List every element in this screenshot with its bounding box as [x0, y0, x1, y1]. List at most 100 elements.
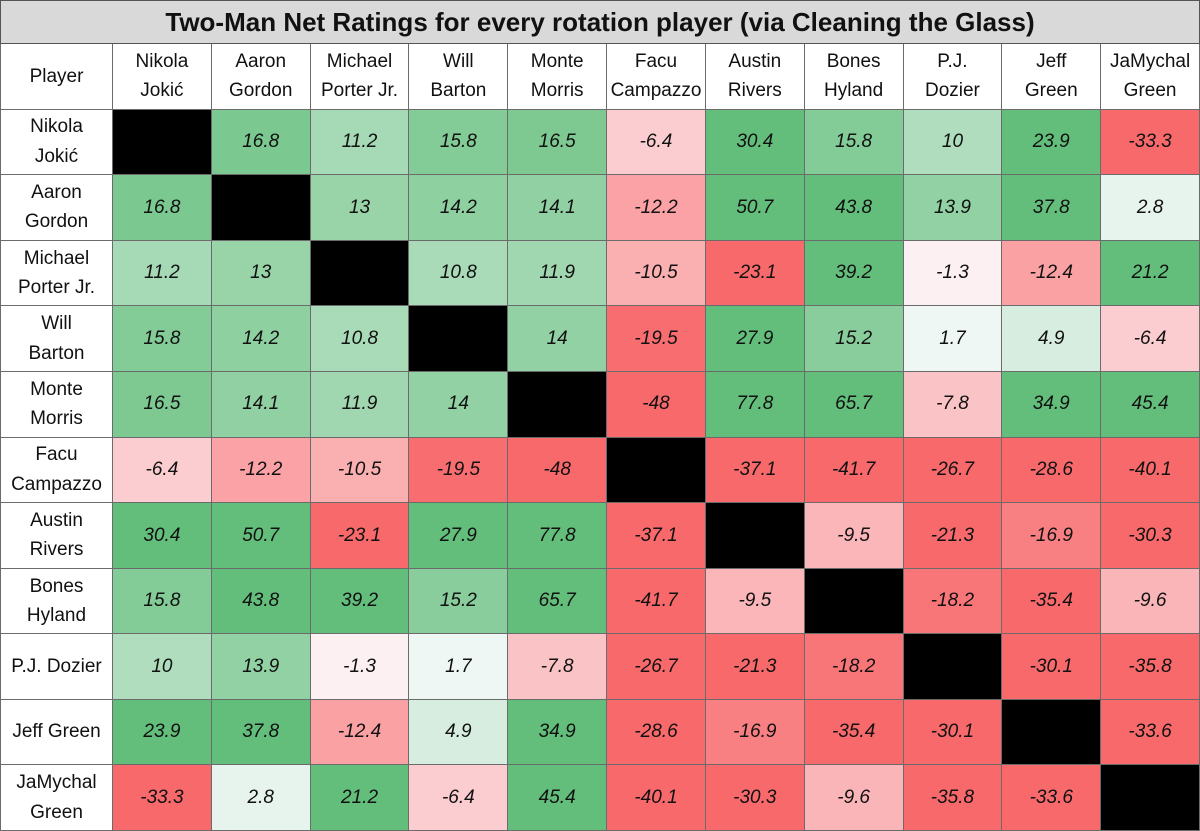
value-cell: -9.6 [804, 765, 904, 831]
value-cell: 21.2 [1101, 240, 1200, 307]
value-cell: 11.2 [113, 240, 212, 307]
value-cell: 4.9 [1002, 306, 1102, 372]
value-cell: -6.4 [607, 109, 706, 176]
value-cell: 16.8 [211, 109, 311, 176]
value-cell: -10.5 [607, 240, 706, 307]
column-header: P.J. Dozier [903, 44, 1003, 110]
value-cell: 13.9 [211, 634, 311, 700]
value-cell: -40.1 [607, 765, 706, 831]
value-cell: -21.3 [903, 503, 1003, 569]
value-cell: -9.6 [1101, 568, 1200, 635]
value-cell: 15.2 [804, 306, 904, 372]
value-cell: 43.8 [804, 175, 904, 241]
row-header: P.J. Dozier [0, 634, 113, 700]
value-cell: 30.4 [705, 109, 805, 176]
value-cell: 34.9 [1002, 371, 1102, 438]
row-header: Austin Rivers [0, 503, 113, 569]
column-header: Will Barton [409, 44, 509, 110]
diagonal-cell [705, 503, 805, 569]
value-cell: -28.6 [1002, 437, 1102, 504]
value-cell: -1.3 [903, 240, 1003, 307]
row-header: Will Barton [0, 306, 113, 372]
value-cell: -7.8 [903, 371, 1003, 438]
value-cell: -7.8 [508, 634, 608, 700]
diagonal-cell [113, 109, 212, 176]
heatmap-grid: Player Nikola Jokić Aaron Gordon Michael Po… [0, 44, 1200, 831]
value-cell: -30.3 [1101, 503, 1200, 569]
value-cell: -41.7 [804, 437, 904, 504]
value-cell: -23.1 [310, 503, 410, 569]
diagonal-cell [804, 568, 904, 635]
value-cell: 2.8 [1101, 175, 1200, 241]
value-cell: 50.7 [211, 503, 311, 569]
value-cell: -35.4 [804, 699, 904, 766]
diagonal-cell [508, 371, 608, 438]
value-cell: -9.5 [804, 503, 904, 569]
row-header: Monte Morris [0, 371, 113, 438]
value-cell: 10.8 [310, 306, 410, 372]
value-cell: 14.1 [508, 175, 608, 241]
row-header: Bones Hyland [0, 568, 113, 635]
value-cell: 14 [508, 306, 608, 372]
value-cell: -30.1 [1002, 634, 1102, 700]
row-header: Aaron Gordon [0, 175, 113, 241]
value-cell: 14.1 [211, 371, 311, 438]
value-cell: 13 [310, 175, 410, 241]
value-cell: -37.1 [607, 503, 706, 569]
value-cell: -12.2 [607, 175, 706, 241]
value-cell: -33.6 [1002, 765, 1102, 831]
value-cell: -48 [607, 371, 706, 438]
value-cell: 11.9 [310, 371, 410, 438]
diagonal-cell [607, 437, 706, 504]
column-header: JaMychal Green [1101, 44, 1200, 110]
column-header: Facu Campazzo [607, 44, 706, 110]
value-cell: -19.5 [409, 437, 509, 504]
value-cell: 15.8 [804, 109, 904, 176]
diagonal-cell [211, 175, 311, 241]
value-cell: 15.2 [409, 568, 509, 635]
value-cell: 45.4 [508, 765, 608, 831]
value-cell: 14 [409, 371, 509, 438]
value-cell: -40.1 [1101, 437, 1200, 504]
column-header: Aaron Gordon [211, 44, 311, 110]
column-header: Michael Porter Jr. [310, 44, 410, 110]
value-cell: -30.1 [903, 699, 1003, 766]
value-cell: 30.4 [113, 503, 212, 569]
value-cell: 13 [211, 240, 311, 307]
value-cell: -35.8 [903, 765, 1003, 831]
value-cell: 4.9 [409, 699, 509, 766]
value-cell: -37.1 [705, 437, 805, 504]
value-cell: -41.7 [607, 568, 706, 635]
value-cell: 10.8 [409, 240, 509, 307]
row-header: JaMychal Green [0, 765, 113, 831]
value-cell: 16.5 [113, 371, 212, 438]
column-header: Nikola Jokić [113, 44, 212, 110]
value-cell: 45.4 [1101, 371, 1200, 438]
value-cell: 15.8 [409, 109, 509, 176]
value-cell: 2.8 [211, 765, 311, 831]
value-cell: 16.8 [113, 175, 212, 241]
value-cell: 16.5 [508, 109, 608, 176]
value-cell: -48 [508, 437, 608, 504]
value-cell: -10.5 [310, 437, 410, 504]
diagonal-cell [903, 634, 1003, 700]
value-cell: 14.2 [211, 306, 311, 372]
value-cell: 1.7 [903, 306, 1003, 372]
diagonal-cell [409, 306, 509, 372]
value-cell: -6.4 [113, 437, 212, 504]
value-cell: -33.6 [1101, 699, 1200, 766]
value-cell: 77.8 [508, 503, 608, 569]
value-cell: 13.9 [903, 175, 1003, 241]
value-cell: 10 [903, 109, 1003, 176]
value-cell: -30.3 [705, 765, 805, 831]
value-cell: 27.9 [705, 306, 805, 372]
value-cell: 1.7 [409, 634, 509, 700]
value-cell: -6.4 [409, 765, 509, 831]
value-cell: -9.5 [705, 568, 805, 635]
value-cell: 65.7 [508, 568, 608, 635]
value-cell: -33.3 [1101, 109, 1200, 176]
value-cell: 15.8 [113, 306, 212, 372]
value-cell: 50.7 [705, 175, 805, 241]
row-header: Michael Porter Jr. [0, 240, 113, 307]
value-cell: -35.8 [1101, 634, 1200, 700]
